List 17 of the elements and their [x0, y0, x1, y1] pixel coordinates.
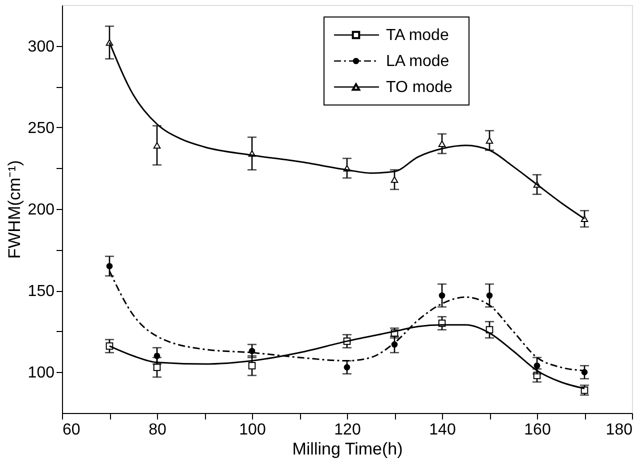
- y-tick-label: 100: [28, 364, 55, 382]
- y-axis-title: FWHM(cm⁻¹): [4, 160, 24, 259]
- x-tick-label: 80: [148, 422, 166, 438]
- x-tick-label: 160: [524, 422, 551, 438]
- x-tick-label: 60: [62, 422, 80, 438]
- y-tick-label: 200: [28, 202, 55, 218]
- legend-label: LA mode: [386, 53, 450, 70]
- y-tick-label: 150: [28, 283, 55, 300]
- y-tick-label: 300: [28, 38, 55, 56]
- legend-label: TA mode: [386, 27, 449, 44]
- x-tick-label: 100: [239, 422, 266, 438]
- x-axis-title: Milling Time(h): [292, 440, 403, 458]
- x-tick-label: 140: [429, 422, 456, 438]
- legend-label: TO mode: [386, 79, 452, 96]
- x-tick-label: 180: [606, 422, 633, 438]
- x-tick-label: 120: [334, 422, 361, 438]
- y-tick-label: 250: [28, 120, 55, 137]
